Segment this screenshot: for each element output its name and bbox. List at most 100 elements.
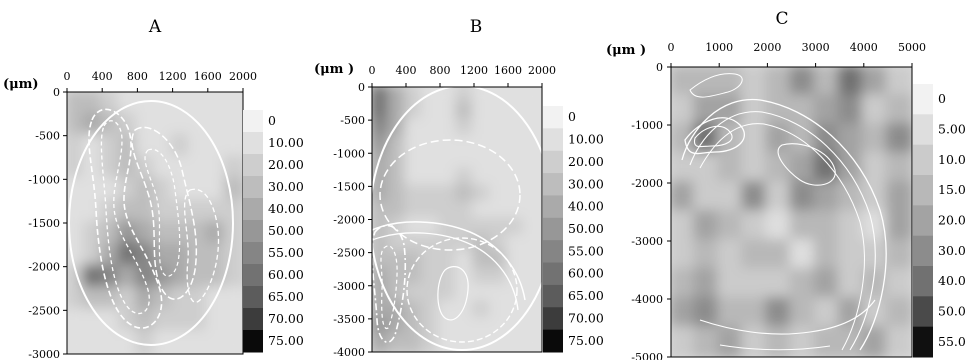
- heatmap-cell: [205, 221, 228, 247]
- heatmap-cell: [455, 167, 476, 189]
- y-tick-label: -500: [340, 114, 365, 127]
- heatmap-cell: [741, 268, 770, 301]
- heatmap-cell: [170, 330, 193, 354]
- panel-a-colorbar: 0 10.00 20.00 30.00 40.00 50.00 55.00 60.00 65.0…: [243, 110, 304, 353]
- heatmap-cell: [404, 333, 425, 352]
- panel-c-unit-label: (μm ): [606, 43, 646, 58]
- colorbar-swatch: [243, 220, 263, 243]
- heatmap-cell: [82, 308, 105, 335]
- y-tick-label: -1000: [333, 147, 365, 160]
- heatmap-cell: [117, 286, 140, 313]
- heatmap-cell: [472, 101, 493, 123]
- heatmap-cell: [837, 181, 866, 214]
- heatmap-cell: [67, 330, 87, 354]
- heatmap-cell: [523, 151, 542, 172]
- heatmap-cell: [837, 94, 866, 127]
- heatmap-cell: [82, 177, 105, 204]
- heatmap-cell: [188, 286, 210, 313]
- x-tick-label: 1600: [194, 70, 222, 83]
- panel-c-contour: [693, 125, 733, 148]
- heatmap-cell: [170, 308, 193, 335]
- heatmap-cell: [455, 87, 476, 106]
- heatmap-cell: [741, 123, 770, 156]
- heatmap-cell: [67, 199, 87, 225]
- heatmap-cell: [372, 234, 391, 255]
- heatmap-cell: [404, 283, 425, 305]
- colorbar-swatch: [913, 266, 933, 297]
- y-tick-label: -1000: [631, 119, 663, 132]
- heatmap-cell: [765, 181, 794, 214]
- heatmap-cell: [100, 221, 122, 247]
- heatmap-cell: [489, 151, 510, 172]
- heatmap-cell: [135, 286, 157, 313]
- heatmap-cell: [789, 268, 818, 301]
- heatmap-cell: [100, 111, 122, 138]
- heatmap-cell: [717, 239, 746, 272]
- colorbar-swatch: [913, 235, 933, 267]
- heatmap-cell: [523, 87, 542, 106]
- heatmap-cell: [188, 133, 210, 160]
- colorbar-label: 60.00: [568, 266, 604, 281]
- heatmap-cell: [82, 330, 105, 354]
- heatmap-cell: [135, 111, 157, 138]
- heatmap-cell: [387, 267, 408, 288]
- heatmap-cell: [489, 134, 510, 156]
- colorbar-swatch: [913, 144, 933, 176]
- heatmap-cell: [671, 123, 698, 156]
- colorbar-swatch: [543, 307, 563, 331]
- heatmap-cell: [489, 267, 510, 288]
- heatmap-cell: [404, 167, 425, 189]
- heatmap-cell: [135, 133, 157, 160]
- heatmap-cell: [205, 199, 228, 225]
- panel-c-contour: [719, 344, 831, 351]
- heatmap-cell: [717, 268, 746, 301]
- heatmap-cell: [372, 118, 391, 139]
- colorbar-label: 10.00: [938, 152, 966, 167]
- heatmap-cell: [813, 297, 842, 330]
- heatmap-cell: [82, 264, 105, 291]
- heatmap-cell: [472, 151, 493, 172]
- colorbar-label: 55.00: [568, 243, 604, 258]
- heatmap-cell: [387, 87, 408, 106]
- heatmap-cell: [885, 152, 912, 185]
- heatmap-cell: [765, 94, 794, 127]
- heatmap-cell: [789, 326, 818, 357]
- colorbar-label: 0: [938, 91, 946, 106]
- heatmap-cell: [170, 92, 193, 116]
- heatmap-cell: [472, 134, 493, 156]
- heatmap-cell: [117, 177, 140, 204]
- heatmap-cell: [438, 217, 459, 239]
- colorbar-swatch: [543, 195, 563, 219]
- heatmap-cell: [438, 184, 459, 205]
- heatmap-cell: [489, 167, 510, 189]
- heatmap-cell: [813, 181, 842, 214]
- heatmap-cell: [693, 67, 722, 98]
- heatmap-cell: [506, 316, 527, 338]
- colorbar-swatch: [243, 198, 263, 221]
- heatmap-cell: [135, 221, 157, 247]
- heatmap-cell: [472, 300, 493, 321]
- heatmap-cell: [765, 239, 794, 272]
- heatmap-cell: [693, 152, 722, 185]
- panel-b: B (μm ) 0 400 800 1200 1600 2000 0 -500 -1000 -1…: [314, 17, 604, 359]
- heatmap-cell: [117, 242, 140, 269]
- heatmap-cell: [455, 283, 476, 305]
- heatmap-cell: [861, 94, 890, 127]
- heatmap-cell: [671, 210, 698, 243]
- colorbar-label: 0: [268, 113, 276, 128]
- heatmap-cell: [67, 221, 87, 247]
- colorbar-label: 30.00: [268, 179, 304, 194]
- panel-b-contour: [372, 224, 407, 343]
- y-tick-label: -1000: [28, 173, 60, 186]
- heatmap-cell: [472, 316, 493, 338]
- heatmap-cell: [455, 267, 476, 288]
- y-tick-label: -2000: [333, 214, 365, 227]
- colorbar-label: 75.00: [268, 333, 304, 348]
- heatmap-cell: [153, 242, 175, 269]
- colorbar-swatch: [243, 242, 263, 265]
- colorbar-label: 15.00: [938, 182, 966, 197]
- y-tick-label: 0: [656, 61, 663, 74]
- heatmap-cell: [885, 67, 912, 98]
- heatmap-cell: [506, 87, 527, 106]
- panel-b-contour: [380, 245, 398, 329]
